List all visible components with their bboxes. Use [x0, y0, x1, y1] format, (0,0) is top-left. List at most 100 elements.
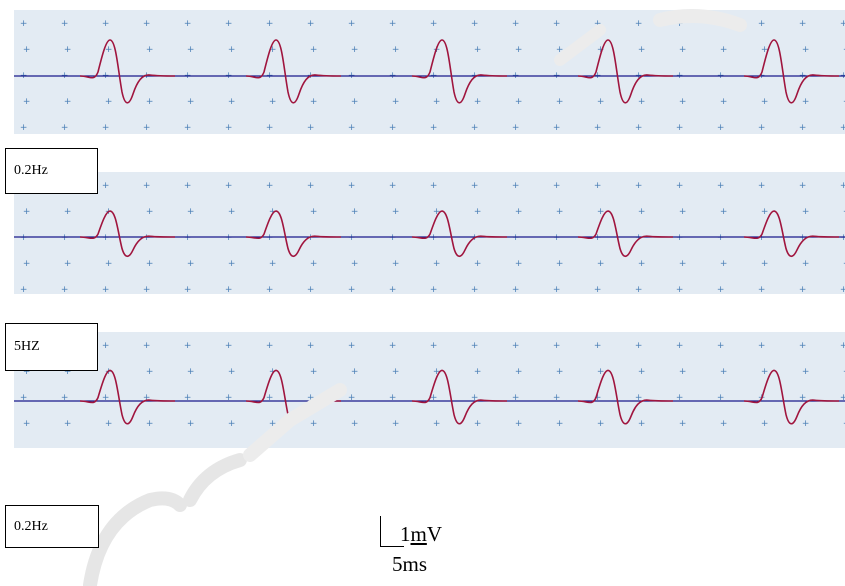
svg-text:+: +	[843, 97, 845, 107]
svg-text:+: +	[553, 341, 561, 351]
svg-text:+: +	[512, 393, 520, 403]
svg-text:+: +	[717, 341, 725, 351]
svg-text:+: +	[433, 207, 441, 217]
svg-text:+: +	[269, 207, 277, 217]
svg-text:+: +	[597, 97, 605, 107]
svg-text:+: +	[307, 123, 315, 133]
svg-text:+: +	[471, 19, 479, 29]
svg-text:+: +	[102, 233, 110, 243]
svg-text:+: +	[761, 419, 769, 429]
svg-text:+: +	[556, 97, 564, 107]
ecg-complex	[743, 210, 840, 258]
svg-text:+: +	[389, 123, 397, 133]
svg-text:+: +	[635, 393, 643, 403]
svg-text:+: +	[635, 181, 643, 191]
svg-text:+: +	[761, 259, 769, 269]
svg-text:+: +	[102, 285, 110, 294]
svg-text:+: +	[512, 285, 520, 294]
svg-text:+: +	[594, 285, 602, 294]
svg-text:+: +	[758, 341, 766, 351]
svg-text:+: +	[23, 259, 31, 269]
svg-text:+: +	[143, 393, 151, 403]
svg-text:+: +	[266, 19, 274, 29]
svg-text:+: +	[23, 207, 31, 217]
svg-text:+: +	[184, 123, 192, 133]
svg-text:+: +	[64, 259, 72, 269]
svg-text:+: +	[266, 341, 274, 351]
svg-text:+: +	[799, 233, 807, 243]
svg-text:+: +	[228, 259, 236, 269]
svg-text:+: +	[187, 45, 195, 55]
svg-text:+: +	[638, 367, 646, 377]
svg-text:+: +	[61, 285, 69, 294]
svg-text:+: +	[638, 419, 646, 429]
svg-text:+: +	[61, 233, 69, 243]
svg-text:+: +	[228, 45, 236, 55]
svg-text:+: +	[679, 419, 687, 429]
svg-text:+: +	[348, 233, 356, 243]
trace-label-3: 0.2Hz	[5, 505, 99, 548]
svg-text:+: +	[102, 341, 110, 351]
svg-text:+: +	[64, 367, 72, 377]
svg-text:+: +	[61, 393, 69, 403]
svg-text:+: +	[392, 259, 400, 269]
svg-text:+: +	[597, 367, 605, 377]
svg-text:+: +	[392, 419, 400, 429]
svg-text:+: +	[553, 181, 561, 191]
svg-text:+: +	[146, 419, 154, 429]
svg-text:+: +	[351, 419, 359, 429]
svg-text:+: +	[556, 45, 564, 55]
svg-text:+: +	[228, 419, 236, 429]
svg-text:+: +	[389, 285, 397, 294]
svg-text:+: +	[474, 45, 482, 55]
svg-text:+: +	[389, 341, 397, 351]
svg-text:+: +	[512, 123, 520, 133]
svg-text:+: +	[307, 181, 315, 191]
svg-text:+: +	[307, 233, 315, 243]
svg-text:+: +	[392, 45, 400, 55]
svg-text:+: +	[471, 393, 479, 403]
svg-text:+: +	[351, 97, 359, 107]
svg-text:+: +	[512, 19, 520, 29]
svg-text:+: +	[430, 123, 438, 133]
svg-text:+: +	[515, 259, 523, 269]
ecg-complex	[577, 210, 674, 258]
grid-marks: + + + + + + + + + + + + + + + + + + + + + + + + + + + + + + + + + + + + + + + +…	[20, 341, 845, 429]
svg-text:+: +	[23, 419, 31, 429]
svg-text:+: +	[840, 19, 845, 29]
scale-bar: 1mV 5ms	[380, 516, 470, 582]
svg-text:+: +	[351, 45, 359, 55]
svg-text:+: +	[225, 19, 233, 29]
svg-text:+: +	[389, 181, 397, 191]
svg-text:+: +	[843, 259, 845, 269]
svg-text:+: +	[474, 97, 482, 107]
svg-text:+: +	[225, 181, 233, 191]
svg-text:+: +	[430, 19, 438, 29]
svg-text:+: +	[635, 285, 643, 294]
svg-text:+: +	[840, 123, 845, 133]
ecg-complex	[79, 210, 176, 258]
svg-text:+: +	[389, 19, 397, 29]
svg-text:+: +	[515, 207, 523, 217]
svg-text:+: +	[676, 285, 684, 294]
svg-text:+: +	[676, 19, 684, 29]
svg-text:+: +	[310, 367, 318, 377]
svg-text:+: +	[225, 123, 233, 133]
svg-text:+: +	[143, 181, 151, 191]
svg-text:+: +	[310, 45, 318, 55]
svg-text:+: +	[471, 181, 479, 191]
ecg-trace-3: + + + + + + + + + + + + + + + + + + + + + + + + + + + + + + + + + + + + + + + +…	[14, 341, 845, 429]
svg-text:+: +	[515, 367, 523, 377]
trace-label-1: 0.2Hz	[5, 148, 98, 194]
svg-text:+: +	[843, 419, 845, 429]
svg-text:+: +	[515, 97, 523, 107]
svg-text:+: +	[553, 233, 561, 243]
svg-text:+: +	[761, 97, 769, 107]
svg-text:+: +	[638, 259, 646, 269]
svg-text:+: +	[61, 123, 69, 133]
svg-text:+: +	[840, 341, 845, 351]
svg-text:+: +	[471, 123, 479, 133]
svg-text:+: +	[310, 419, 318, 429]
svg-text:+: +	[20, 393, 28, 403]
svg-text:+: +	[310, 97, 318, 107]
